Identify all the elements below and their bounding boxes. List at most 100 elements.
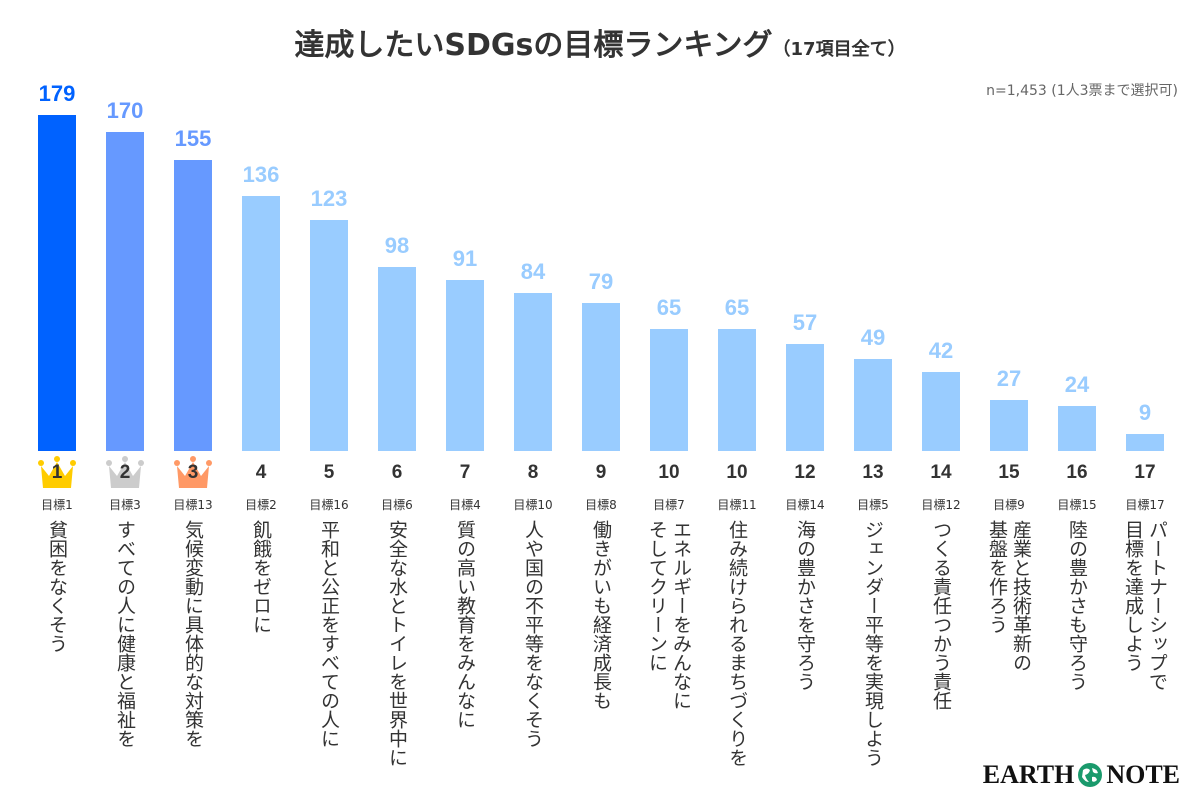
bar xyxy=(38,115,76,451)
value-label: 84 xyxy=(520,259,546,285)
crown-icon xyxy=(106,456,144,488)
bar xyxy=(650,328,688,451)
category-label: つくる責任つかう責任 xyxy=(907,520,975,790)
category-text: 貧困をなくそう xyxy=(46,520,68,653)
rank-label: 2 xyxy=(119,462,131,483)
rank-label: 10 xyxy=(726,462,748,483)
bar xyxy=(514,293,552,451)
category-text: 平和と公正をすべての人に xyxy=(318,520,340,748)
category-text: すべての人に健康と福祉を xyxy=(114,520,136,748)
category-text: エネルギーをみんなに そしてクリーンに xyxy=(646,520,692,710)
value-label: 57 xyxy=(792,310,818,335)
value-label: 49 xyxy=(860,325,886,351)
bar-group: 49 13 目標5 ジェンダー平等を実現しよう xyxy=(839,0,907,800)
value-label: 91 xyxy=(452,246,478,272)
goal-number: 目標13 xyxy=(173,498,213,512)
logo-left: EARTH xyxy=(982,760,1075,789)
value-label: 42 xyxy=(928,338,954,364)
goal-number: 目標11 xyxy=(717,498,757,512)
category-text: 飢餓をゼロに xyxy=(250,520,272,634)
bar xyxy=(1058,405,1096,451)
rank-label: 4 xyxy=(255,462,267,483)
bar xyxy=(174,160,212,451)
bar-group: 57 12 目標14 海の豊かさを守ろう xyxy=(771,0,839,800)
bar-group: 123 5 目標16 平和と公正をすべての人に xyxy=(295,0,363,800)
value-label: 65 xyxy=(724,294,750,320)
value-label: 27 xyxy=(996,366,1022,392)
value-label: 65 xyxy=(656,294,682,320)
category-text: 質の高い教育をみんなに xyxy=(454,520,476,729)
goal-number: 目標9 xyxy=(993,498,1025,512)
category-label: 陸の豊かさも守ろう xyxy=(1043,520,1111,790)
value-label: 170 xyxy=(106,97,144,123)
category-text: 安全な水とトイレを世界中に xyxy=(386,520,408,767)
rank-label: 7 xyxy=(459,462,471,483)
category-label: エネルギーをみんなに そしてクリーンに xyxy=(635,520,703,790)
bar-group: 65 10 目標7 エネルギーをみんなに そしてクリーンに xyxy=(635,0,703,800)
title-text: 達成したいSDGsの目標ランキング xyxy=(294,28,773,63)
bar-group: 27 15 目標9 産業と技術革新の 基盤を作ろう xyxy=(975,0,1043,800)
rank-label: 13 xyxy=(862,462,884,483)
category-text: 人や国の不平等をなくそう xyxy=(522,520,544,748)
crown-icon xyxy=(38,456,76,488)
bar-group: 24 16 目標15 陸の豊かさも守ろう xyxy=(1043,0,1111,800)
goal-number: 目標2 xyxy=(245,498,277,512)
category-label: 気候変動に具体的な対策を xyxy=(159,520,227,790)
category-text: パートナーシップで 目標を達成しよう xyxy=(1122,520,1168,691)
bar-group: 65 10 目標11 住み続けられるまちづくりを xyxy=(703,0,771,800)
rank-label: 9 xyxy=(595,462,607,483)
rank-label: 16 xyxy=(1066,462,1088,483)
category-label: 飢餓をゼロに xyxy=(227,520,295,790)
goal-number: 目標17 xyxy=(1125,498,1165,512)
category-label: 住み続けられるまちづくりを xyxy=(703,520,771,790)
bar-group: 170 2 目標3 すべての人に健康と福祉を xyxy=(91,0,159,800)
category-label: 質の高い教育をみんなに xyxy=(431,520,499,790)
bar xyxy=(378,267,416,451)
goal-number: 目標16 xyxy=(309,498,349,512)
bar-group: 42 14 目標12 つくる責任つかう責任 xyxy=(907,0,975,800)
bar xyxy=(242,195,280,451)
bar xyxy=(922,372,960,451)
bar-group: 136 4 目標2 飢餓をゼロに xyxy=(227,0,295,800)
category-text: 産業と技術革新の 基盤を作ろう xyxy=(986,520,1032,672)
category-label: パートナーシップで 目標を達成しよう xyxy=(1111,520,1179,790)
rank-label: 6 xyxy=(391,462,403,483)
value-label: 79 xyxy=(588,268,614,294)
crown-icon xyxy=(174,456,212,488)
category-label: 産業と技術革新の 基盤を作ろう xyxy=(975,520,1043,790)
goal-number: 目標10 xyxy=(513,498,553,512)
goal-number: 目標12 xyxy=(921,498,961,512)
bar xyxy=(310,220,348,451)
rank-label: 12 xyxy=(794,462,816,483)
goal-number: 目標6 xyxy=(381,498,413,512)
rank-label: 1 xyxy=(51,462,63,483)
sample-note: n=1,453 (1人3票まで選択可) xyxy=(986,83,1178,99)
category-text: ジェンダー平等を実現しよう xyxy=(862,520,884,767)
rank-label: 17 xyxy=(1134,462,1156,483)
category-text: 住み続けられるまちづくりを xyxy=(726,520,748,767)
logo-right: NOTE xyxy=(1106,760,1180,789)
bar xyxy=(990,400,1028,451)
category-label: 海の豊かさを守ろう xyxy=(771,520,839,790)
goal-number: 目標15 xyxy=(1057,498,1097,512)
value-label: 136 xyxy=(242,161,280,187)
rank-label: 15 xyxy=(998,462,1020,483)
bar xyxy=(854,359,892,451)
bar xyxy=(718,328,756,451)
value-label: 98 xyxy=(384,233,410,259)
bar-group: 91 7 目標4 質の高い教育をみんなに xyxy=(431,0,499,800)
category-label: 貧困をなくそう xyxy=(23,520,91,790)
bar xyxy=(582,302,620,451)
subtitle: （17項目全て） xyxy=(772,39,906,60)
value-label: 179 xyxy=(38,81,76,106)
value-label: 155 xyxy=(174,126,212,152)
bar-group: 79 9 目標8 働きがいも経済成長も xyxy=(567,0,635,800)
category-label: ジェンダー平等を実現しよう xyxy=(839,520,907,790)
goal-number: 目標4 xyxy=(449,498,481,512)
bar-group: 98 6 目標6 安全な水とトイレを世界中に xyxy=(363,0,431,800)
rank-label: 5 xyxy=(323,462,335,483)
value-label: 24 xyxy=(1064,371,1090,397)
globe-icon xyxy=(1078,763,1103,787)
category-text: 陸の豊かさも守ろう xyxy=(1066,520,1088,691)
